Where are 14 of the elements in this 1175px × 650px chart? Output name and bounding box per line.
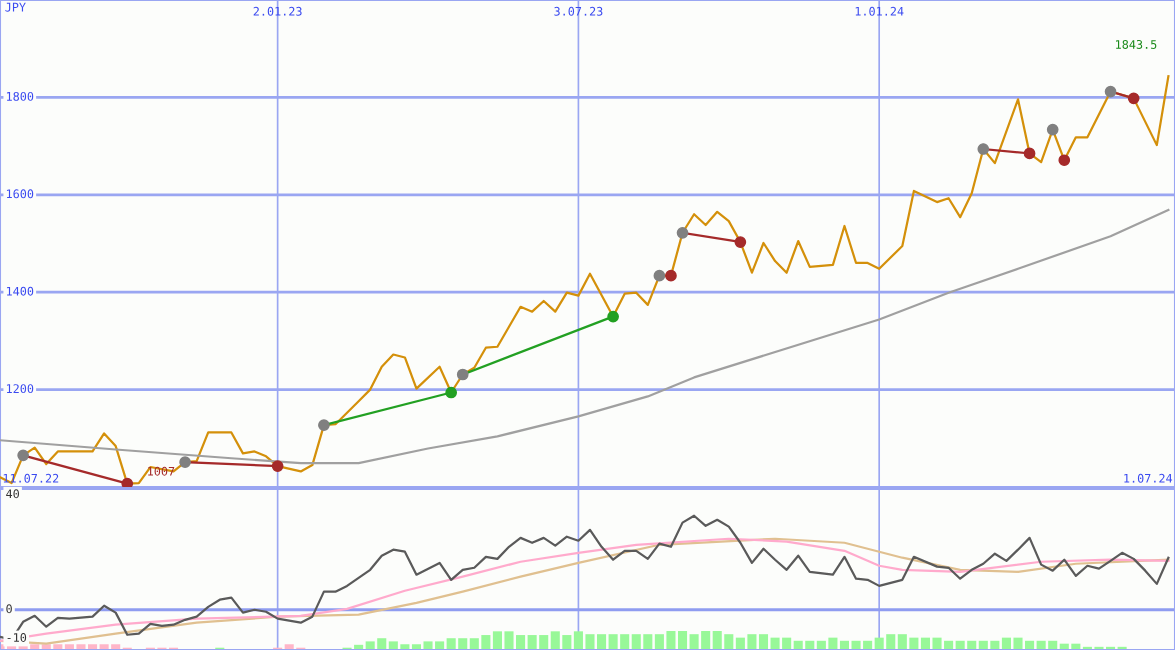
y-tick-label: 1600 <box>6 189 34 199</box>
y-tick-label: 1400 <box>6 286 34 296</box>
y-tick-label: 1200 <box>6 384 34 394</box>
y-tick-label: 40 <box>6 489 19 499</box>
x-tick-label: 3.07.23 <box>554 6 603 16</box>
y-tick-label: 0 <box>6 604 12 614</box>
y-tick-label: 1800 <box>6 91 34 101</box>
line-series <box>0 208 1170 465</box>
annotation: 1.07.24 <box>1124 473 1173 483</box>
line-series <box>0 75 1170 485</box>
x-tick-label: 2.01.23 <box>253 6 302 16</box>
y-axis-title: JPY <box>5 2 26 12</box>
x-tick-label: 1.01.24 <box>855 6 904 16</box>
annotation: 1843.5 <box>1116 40 1157 49</box>
